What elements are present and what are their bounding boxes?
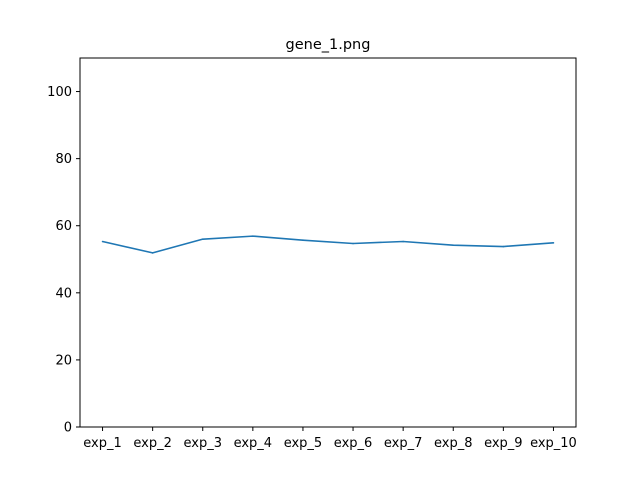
x-tick-label: exp_9 [484, 436, 523, 451]
series-layer [101, 235, 555, 254]
data-point [552, 242, 555, 244]
x-tick-label: exp_8 [434, 436, 473, 451]
y-tick-label: 0 [64, 421, 72, 436]
data-point [502, 245, 505, 248]
y-tick-label: 20 [55, 353, 72, 368]
data-point [201, 238, 204, 240]
x-tick-label: exp_5 [284, 436, 323, 451]
data-point [402, 240, 404, 243]
y-tick-label: 100 [47, 85, 72, 100]
x-tick-label: exp_2 [133, 436, 172, 451]
x-tick-label: exp_4 [234, 436, 273, 451]
x-tick-label: exp_6 [334, 436, 373, 451]
x-axis: exp_1 exp_2 exp_3 exp_4 exp_5 exp_6 exp_7 exp_8… [83, 427, 577, 451]
data-point [101, 240, 104, 243]
chart-title: gene_1.png [286, 37, 371, 53]
data-point [151, 252, 154, 254]
x-tick-label: exp_7 [384, 436, 423, 451]
series-line [102, 235, 554, 254]
y-tick-label: 60 [55, 219, 72, 234]
x-tick-label: exp_3 [183, 436, 222, 451]
data-point [252, 235, 254, 237]
data-point [452, 244, 455, 246]
data-point [352, 242, 354, 245]
y-tick-label: 80 [55, 152, 72, 167]
data-point [302, 239, 304, 241]
x-tick-label: exp_1 [83, 436, 122, 451]
y-axis: 0 20 40 60 80 100 [47, 85, 80, 436]
plot-frame [79, 57, 577, 428]
x-tick-label: exp_10 [530, 436, 577, 451]
y-tick-label: 40 [55, 286, 72, 301]
